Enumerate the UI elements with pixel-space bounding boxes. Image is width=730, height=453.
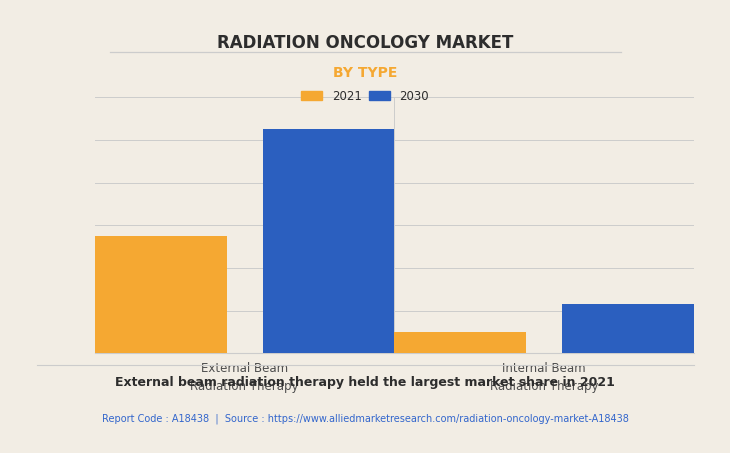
Bar — [562, 304, 694, 353]
Text: RADIATION ONCOLOGY MARKET: RADIATION ONCOLOGY MARKET — [217, 34, 513, 52]
Bar — [95, 236, 226, 353]
Text: External beam radiation therapy held the largest market share in 2021: External beam radiation therapy held the… — [115, 376, 615, 389]
Text: Report Code : A18438  |  Source : https://www.alliedmarketresearch.com/radiation: Report Code : A18438 | Source : https://… — [101, 414, 629, 424]
Legend: 2021, 2030: 2021, 2030 — [301, 90, 429, 103]
Bar — [394, 332, 526, 353]
Bar — [263, 130, 394, 353]
Text: BY TYPE: BY TYPE — [333, 66, 397, 80]
